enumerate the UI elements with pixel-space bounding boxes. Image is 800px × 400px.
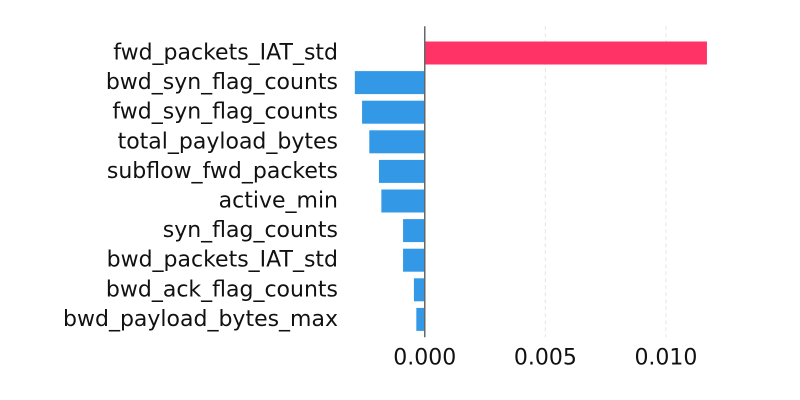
category-label: active_min [219, 189, 338, 214]
bar-fwd-packets-IAT-std [424, 41, 707, 65]
bar-bwd-packets-IAT-std [403, 248, 425, 272]
category-label: bwd_syn_flag_counts [106, 70, 338, 95]
category-label: fwd_packets_IAT_std [113, 41, 338, 66]
category-label: bwd_packets_IAT_std [107, 248, 338, 273]
x-tick-label: 0.010 [634, 346, 697, 371]
category-labels: fwd_packets_IAT_std bwd_syn_flag_countsfw… [63, 41, 338, 332]
category-label: fwd_syn_flag_counts [112, 100, 338, 125]
bar-fwd-syn-flag-counts [362, 100, 425, 124]
bar-bwd-ack-flag-counts [413, 278, 425, 302]
category-label: total_payload_bytes [118, 129, 338, 154]
bar-active-min [381, 189, 425, 213]
bars [354, 41, 707, 331]
x-tick-labels: 0.000 0.005 0.010 [393, 346, 697, 371]
bar-bwd-payload-bytes-max [416, 307, 425, 331]
category-label: bwd_payload_bytes_max [63, 307, 338, 332]
bar-syn-flag-counts [403, 219, 425, 243]
bar-subflow-fwd-packets [378, 159, 425, 183]
bar-total-payload-bytes [369, 130, 425, 154]
category-label: syn_flag_counts [163, 218, 338, 243]
bar-bwd-syn-flag-counts [354, 71, 425, 95]
category-label: bwd_ack_flag_counts [106, 277, 338, 302]
category-label: subflow_fwd_packets [107, 159, 338, 184]
x-tick-label: 0.005 [514, 346, 577, 371]
grid-lines [544, 26, 667, 338]
x-tick-label: 0.000 [393, 346, 456, 371]
